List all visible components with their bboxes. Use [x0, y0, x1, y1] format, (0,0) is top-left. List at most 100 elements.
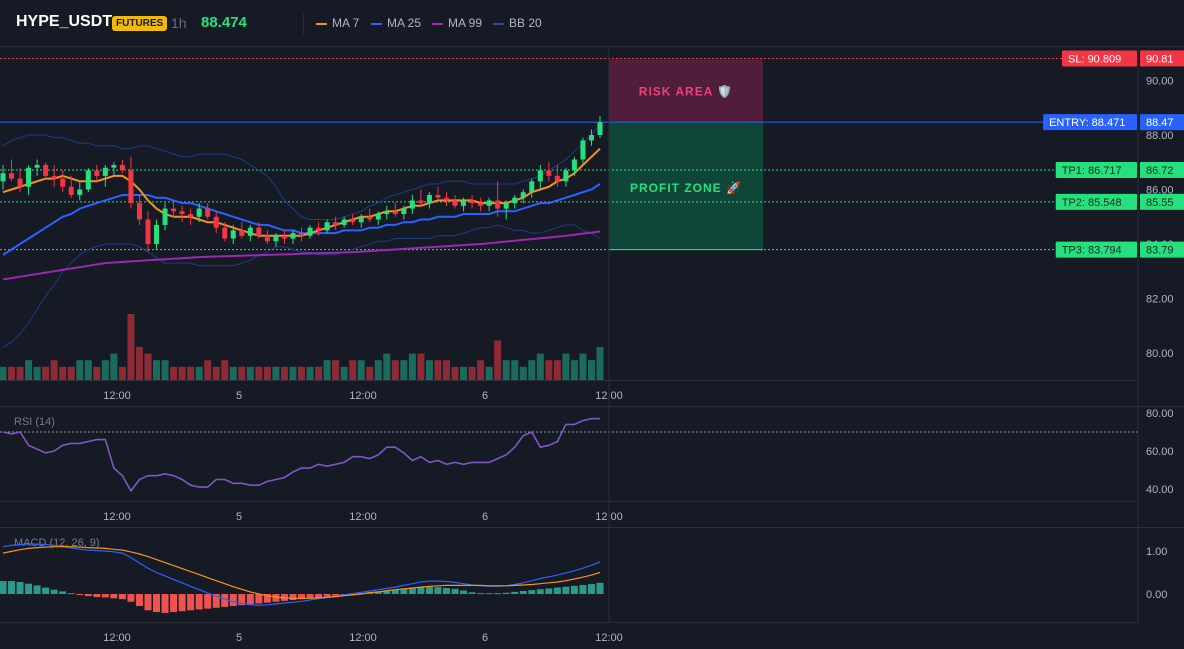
- price-pane[interactable]: RISK AREA 🛡️PROFIT ZONE 🚀80.0082.0084.00…: [0, 50, 1184, 402]
- volume-bar: [101, 360, 109, 380]
- rsi-axis-tick: 40.00: [1146, 484, 1174, 496]
- legend-bb20[interactable]: BB 20: [493, 16, 542, 30]
- macd-histogram-bar: [400, 588, 408, 594]
- macd-axis-tick: 1.00: [1146, 546, 1167, 558]
- macd-histogram-bar: [0, 581, 7, 594]
- volume-bar: [161, 360, 169, 380]
- macd-histogram-bar: [468, 592, 476, 594]
- macd-histogram-bar: [562, 586, 570, 594]
- volume-bar: [229, 366, 237, 380]
- macd-histogram-bar: [460, 590, 468, 594]
- macd-histogram-bar: [263, 594, 271, 603]
- candle-body: [128, 170, 134, 204]
- volume-bar: [110, 353, 118, 380]
- volume-bar: [170, 366, 178, 380]
- macd-histogram-bar: [425, 586, 433, 594]
- candle-body: [51, 175, 57, 179]
- candle-body: [520, 192, 526, 198]
- candle-body: [435, 194, 441, 198]
- macd-histogram-bar: [502, 592, 510, 594]
- legend-label-ma7: MA 7: [332, 16, 360, 30]
- candle-body: [469, 200, 475, 204]
- rsi-line: [2, 417, 600, 493]
- macd-pane[interactable]: MACD (12, 26, 9) 0.00 1.00 12:00 5 12:00 6 12:0…: [0, 537, 1167, 644]
- candle-body: [563, 170, 569, 182]
- candle-body: [119, 164, 125, 171]
- candle-body: [213, 216, 219, 228]
- candle-body: [486, 200, 492, 206]
- volume-bar: [263, 366, 271, 380]
- candle-body: [188, 214, 194, 217]
- interval-selector[interactable]: 1h: [171, 15, 187, 31]
- volume-bar: [383, 353, 391, 380]
- candle-body: [426, 194, 432, 204]
- macd-histogram-bar: [76, 594, 84, 595]
- symbol-name[interactable]: HYPE_USDT: [16, 13, 113, 30]
- legend-label-ma25: MA 25: [387, 16, 422, 30]
- macd-histogram-bar: [408, 587, 416, 594]
- volume-bar: [195, 366, 203, 380]
- volume-bar: [84, 360, 92, 380]
- volume-bar: [332, 360, 340, 380]
- volume-bar: [135, 347, 143, 380]
- level-tag-tp: [1055, 193, 1137, 210]
- legend-swatch-ma25: [371, 22, 382, 25]
- candle-body: [307, 227, 313, 236]
- volume-bar: [204, 360, 212, 380]
- price-axis-tick: 80.00: [1146, 348, 1174, 360]
- macd-histogram-bar: [298, 594, 305, 600]
- volume-bar: [67, 366, 75, 380]
- candle-body: [102, 167, 108, 176]
- volume-bar: [323, 360, 331, 380]
- macd-histogram-bar: [212, 594, 220, 608]
- candle-body: [94, 170, 100, 176]
- candle-body: [375, 214, 381, 220]
- candle-body: [571, 159, 577, 171]
- macd-histogram-bar: [289, 594, 297, 601]
- volume-bar: [306, 366, 314, 380]
- time-axis-tick: 12:00: [103, 390, 131, 402]
- volume-bar: [280, 366, 288, 380]
- candle-body: [0, 173, 6, 182]
- candle-body: [367, 216, 373, 220]
- legend-ma99[interactable]: MA 99: [432, 16, 482, 30]
- legend-ma7[interactable]: MA 7: [316, 16, 359, 30]
- legend-ma25[interactable]: MA 25: [371, 16, 421, 30]
- candle-body: [384, 211, 390, 215]
- candle-body: [77, 189, 83, 195]
- macd-histogram-bar: [485, 593, 493, 595]
- volume-bar: [400, 360, 408, 380]
- price-axis-tick: 90.00: [1146, 76, 1174, 88]
- profit-zone-label: PROFIT ZONE 🚀: [630, 181, 742, 195]
- macd-signal-line: [2, 546, 601, 599]
- macd-histogram-bar: [477, 593, 485, 595]
- volume-bar: [511, 360, 519, 380]
- candle-body: [68, 186, 74, 195]
- candle-body: [597, 122, 603, 135]
- rsi-time-axis-tick: 12:00: [103, 511, 131, 523]
- volume-bar: [246, 366, 254, 380]
- risk-area-label: RISK AREA 🛡️: [639, 84, 733, 98]
- volume-bar: [391, 360, 399, 380]
- volume-bar: [536, 353, 544, 380]
- macd-histogram-bar: [442, 587, 450, 594]
- candle-body: [316, 227, 322, 231]
- volume-bar: [374, 360, 382, 380]
- macd-histogram-bar: [570, 585, 578, 594]
- macd-time-axis-tick: 5: [236, 632, 242, 644]
- volume-bar: [366, 366, 374, 380]
- candle-body: [588, 135, 594, 141]
- macd-histogram-bar: [391, 589, 399, 594]
- profit-zone: [609, 122, 763, 250]
- macd-histogram-bar: [511, 591, 519, 594]
- axis-price-tag-tp: [1140, 241, 1184, 258]
- candle-body: [580, 140, 586, 160]
- candle-body: [461, 200, 467, 206]
- candle-body: [154, 224, 160, 244]
- volume-bar: [25, 360, 33, 380]
- volume-bar: [553, 360, 561, 380]
- macd-histogram-bar: [323, 594, 331, 597]
- level-tag-label-sl: SL: 90.809: [1068, 53, 1121, 65]
